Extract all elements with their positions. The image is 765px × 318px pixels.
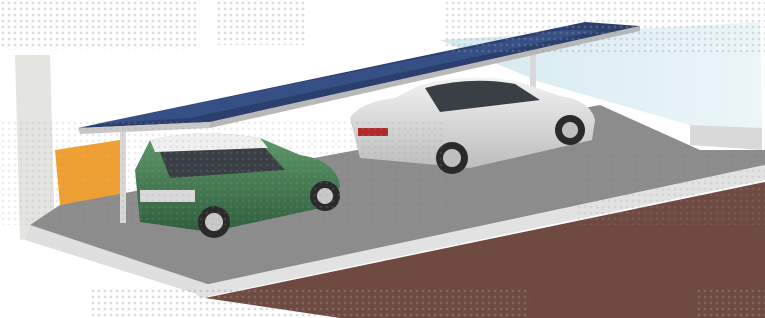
dot-overlay [575, 150, 765, 225]
rim [562, 122, 578, 138]
rim [443, 149, 461, 167]
page: (() => { const data = JSON.parse(documen… [0, 0, 765, 318]
fence-base [690, 125, 762, 150]
dot-overlay [90, 288, 530, 318]
dot-overlay [0, 0, 200, 50]
dot-overlay [215, 0, 305, 45]
dot-overlay [0, 120, 445, 225]
dot-overlay [695, 288, 765, 318]
carport-scene [0, 0, 765, 318]
dot-overlay [445, 0, 765, 55]
